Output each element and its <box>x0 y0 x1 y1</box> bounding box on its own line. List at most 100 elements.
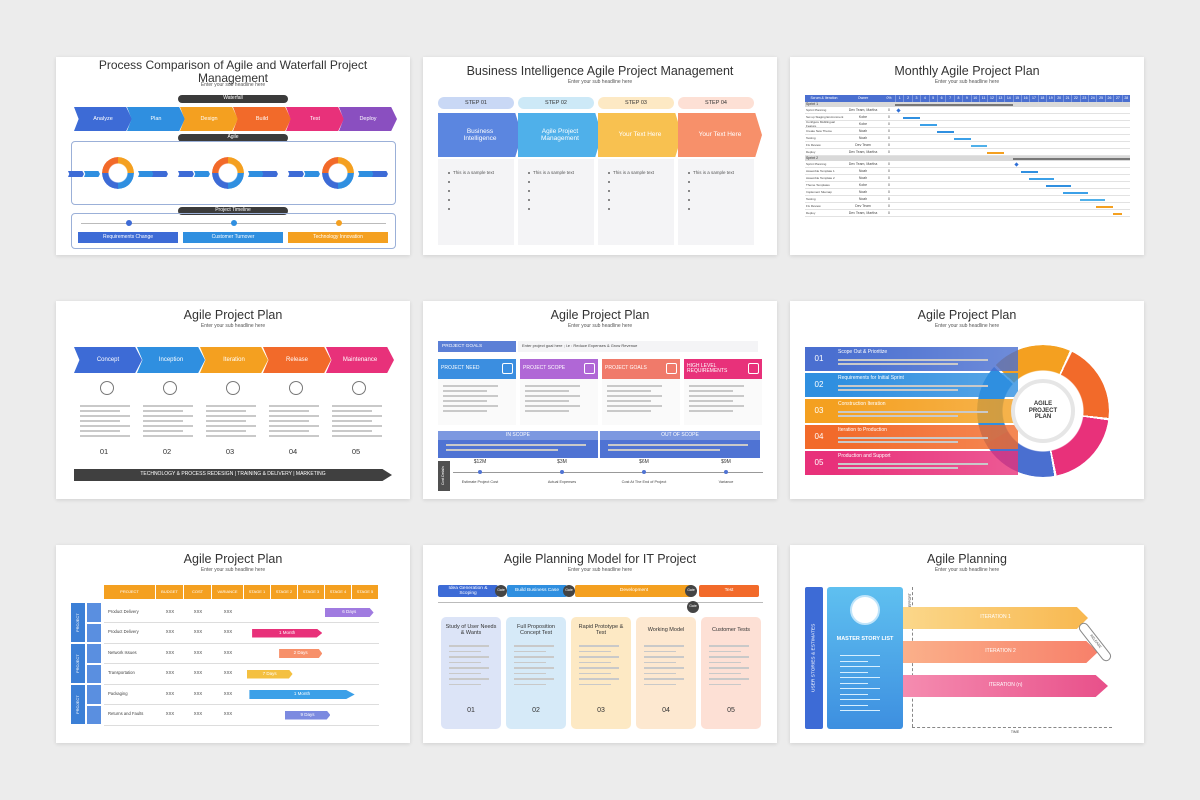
step-panel <box>438 159 514 245</box>
text-line <box>332 410 372 412</box>
text-line <box>838 415 958 417</box>
text-line <box>80 435 130 437</box>
bullet-text: This is a sample text <box>693 169 735 175</box>
mini-arrow <box>84 171 100 177</box>
phase-number: 01 <box>99 446 109 456</box>
gantt-row <box>805 114 1130 121</box>
row-cell: XXX <box>165 690 175 696</box>
cycle-ring <box>102 157 134 189</box>
text-line <box>514 645 554 647</box>
bullet-dot <box>608 199 610 201</box>
time-label: TIME <box>1010 730 1020 735</box>
gantt-row <box>805 135 1130 142</box>
text-line <box>709 683 741 685</box>
box-body <box>438 379 516 425</box>
text-line <box>608 449 720 451</box>
gantt-col-header: Owner <box>857 95 869 100</box>
text-line <box>689 385 744 387</box>
bullet-dot <box>608 208 610 210</box>
row-cell: XXX <box>165 629 175 635</box>
row-index <box>87 623 101 642</box>
slide-title: Agile Project Plan <box>550 308 650 323</box>
box-icon <box>584 363 595 374</box>
slide-subtitle: Enter your sub headline here <box>934 78 1000 85</box>
text-line <box>80 405 130 407</box>
task-name: Configure Multilingual Feature <box>806 120 835 128</box>
table-header: STAGE 4 <box>325 585 352 599</box>
text-line <box>332 405 382 407</box>
text-line <box>206 420 246 422</box>
slide-subtitle: Enter your sub headline here <box>934 322 1000 329</box>
step-panel <box>518 159 594 245</box>
slide: Process Comparison of Agile and Waterfal… <box>56 57 410 255</box>
slide-subtitle: Enter your sub headline here <box>934 566 1000 573</box>
gantt-day: 10 <box>970 95 979 102</box>
step-chevron: Analyze <box>74 107 132 131</box>
text-line <box>644 650 676 652</box>
master-title: MASTER STORY LIST <box>836 635 894 642</box>
gantt-day: 27 <box>1113 95 1121 102</box>
mini-arrow <box>68 171 84 177</box>
text-line <box>689 410 733 412</box>
bullet-dot <box>688 190 690 192</box>
step-chevron: Design <box>180 107 238 131</box>
row-cell: XXX <box>223 608 233 614</box>
task-pct: 0 <box>888 121 890 126</box>
slide-subtitle: Enter your sub headline here <box>567 566 633 573</box>
bullet-dot <box>528 172 530 174</box>
text-line <box>840 688 880 690</box>
task-bar <box>1079 198 1105 201</box>
text-line <box>689 405 744 407</box>
gantt-day: 2 <box>903 95 911 102</box>
slide-title: Process Comparison of Agile and Waterfal… <box>98 57 368 85</box>
footer-bar: TECHNOLOGY & PROCESS REDESIGN | TRAINING… <box>74 469 392 481</box>
gantt-day: 11 <box>978 95 987 102</box>
gantt-day: 7 <box>945 95 953 102</box>
task-name: Create New Theme <box>806 128 832 133</box>
gantt-row <box>805 149 1130 156</box>
item-number: 01 <box>805 347 833 371</box>
step-chevron: Deploy <box>339 107 397 131</box>
row-cell: Network Issues <box>108 649 137 655</box>
task-owner: Dev Team, Martha <box>848 107 878 112</box>
timeline-dot <box>336 220 342 226</box>
gantt-day: 26 <box>1104 95 1113 102</box>
phase-number: 04 <box>288 446 298 456</box>
gantt-row <box>805 210 1130 217</box>
text-line <box>269 405 319 407</box>
task-bar <box>953 137 971 140</box>
text-line <box>525 385 580 387</box>
task-name: Sprint Planning <box>806 161 827 166</box>
text-line <box>269 420 309 422</box>
gantt-day: 17 <box>1029 95 1037 102</box>
gantt-day: 3 <box>911 95 920 102</box>
task-bar <box>1020 170 1038 173</box>
stage-bar: 6 Days <box>325 608 374 617</box>
mini-arrow <box>138 171 154 177</box>
step-pill: STEP 04 <box>678 97 754 109</box>
text-line <box>525 405 580 407</box>
phase-icon <box>352 381 366 395</box>
text-line <box>206 435 256 437</box>
text-line <box>143 415 193 417</box>
card-number: 04 <box>662 707 670 715</box>
text-line <box>709 667 749 669</box>
text-line <box>525 410 569 412</box>
text-line <box>206 410 246 412</box>
phase-icon <box>163 381 177 395</box>
text-line <box>514 672 546 674</box>
phase-line <box>438 602 763 603</box>
card-number: 01 <box>467 707 475 715</box>
text-line <box>206 430 246 432</box>
stage-bar: 1 Month <box>252 628 323 638</box>
cost-caption: Variance <box>718 479 734 484</box>
task-name: Deploy <box>806 149 816 154</box>
bullet-dot <box>448 208 450 210</box>
task-name: Deploy <box>806 210 816 215</box>
bullet-dot <box>528 208 530 210</box>
text-line <box>514 683 546 685</box>
text-line <box>840 666 880 668</box>
text-line <box>206 405 256 407</box>
task-name: Testing <box>806 196 816 201</box>
timeline-label: Project Timeline <box>178 207 288 215</box>
